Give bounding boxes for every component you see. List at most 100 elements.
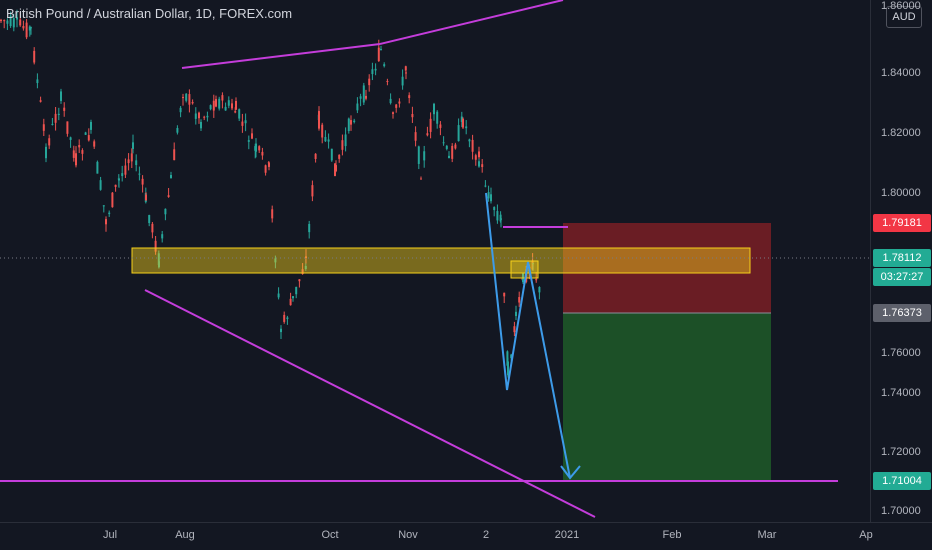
candle-body xyxy=(301,269,304,275)
candle-body xyxy=(238,109,241,119)
candle-body xyxy=(0,19,2,22)
candle-body xyxy=(255,143,257,152)
candle-body xyxy=(30,27,32,29)
chart-canvas[interactable] xyxy=(0,0,870,522)
candle-body xyxy=(436,111,439,124)
candle-body xyxy=(179,107,182,113)
candle-body xyxy=(93,141,96,147)
projection-path[interactable] xyxy=(485,192,571,479)
candle-body xyxy=(6,20,9,24)
candle-body xyxy=(191,101,194,104)
candle-body xyxy=(344,134,347,147)
bar-countdown-tag: 03:27:27 xyxy=(873,268,931,286)
candle-body xyxy=(22,26,25,29)
lower-trendline[interactable] xyxy=(144,289,596,518)
candle-body xyxy=(404,66,407,71)
candle-body xyxy=(28,26,31,31)
symbol-title[interactable]: British Pound / Australian Dollar, 1D, F… xyxy=(6,6,293,21)
candle-body xyxy=(185,93,188,101)
candle-body xyxy=(157,253,160,266)
candle-body xyxy=(503,292,506,297)
candle-body xyxy=(362,85,365,103)
candle-body xyxy=(251,133,253,139)
candle-body xyxy=(121,173,124,177)
time-axis[interactable]: Jul Aug Oct Nov 2 2021 Feb Mar Ap xyxy=(0,522,932,550)
candle-body xyxy=(338,154,341,159)
candle-body xyxy=(298,279,301,282)
candle-body xyxy=(493,207,496,211)
candle-body xyxy=(439,124,442,128)
candle-body xyxy=(19,19,22,26)
upper-trendline-1[interactable] xyxy=(181,43,381,69)
candle-body xyxy=(99,180,102,190)
candle-body xyxy=(108,212,111,215)
candle-body xyxy=(135,160,138,166)
candle-body xyxy=(81,150,84,154)
currency-badge[interactable]: AUD xyxy=(886,6,922,28)
candle-body xyxy=(314,153,317,159)
projection-arrowhead xyxy=(560,465,581,480)
candle-body xyxy=(353,120,356,123)
price-tick: 1.82000 xyxy=(881,127,921,139)
stop-loss-area[interactable] xyxy=(563,223,771,313)
price-tick: 1.72000 xyxy=(881,446,921,458)
candle-body xyxy=(138,173,141,175)
candle-body xyxy=(515,311,517,317)
candle-body xyxy=(215,99,217,107)
price-axis[interactable]: 1.86000 1.84000 1.82000 1.80000 1.76000 … xyxy=(870,0,932,522)
candle-body xyxy=(173,149,176,161)
candle-body xyxy=(292,296,294,299)
candle-body xyxy=(347,118,350,132)
candle-body xyxy=(277,293,280,298)
candle-body xyxy=(69,137,72,140)
candle-body xyxy=(111,192,114,208)
candle-body xyxy=(268,163,270,167)
candle-body xyxy=(448,155,450,159)
candle-body xyxy=(54,113,57,123)
price-chart-svg[interactable] xyxy=(0,0,870,522)
candle-body xyxy=(206,115,209,118)
price-tick: 1.70000 xyxy=(881,505,921,517)
candle-body xyxy=(359,96,362,99)
time-tick: Mar xyxy=(757,529,777,541)
take-profit-area[interactable] xyxy=(563,313,771,481)
candle-body xyxy=(398,101,401,104)
time-tick: Feb xyxy=(662,529,682,541)
candle-body xyxy=(258,146,261,151)
candle-body xyxy=(90,121,92,130)
candle-body xyxy=(224,106,227,111)
stop-price-tag: 1.79181 xyxy=(873,214,931,232)
candle-body xyxy=(321,124,324,138)
time-tick: Ap xyxy=(859,529,873,541)
candle-body xyxy=(538,287,541,293)
candle-body xyxy=(48,138,51,146)
candle-body xyxy=(42,124,45,131)
candle-body xyxy=(460,116,463,122)
time-tick: Aug xyxy=(175,529,195,541)
small-zone-box[interactable] xyxy=(510,260,539,279)
last-price-tag: 1.78112 xyxy=(873,249,931,267)
candle-body xyxy=(478,151,480,158)
candle-body xyxy=(510,354,513,359)
candle-body xyxy=(371,69,374,75)
candle-body xyxy=(289,298,292,306)
candle-body xyxy=(532,263,534,265)
candle-body xyxy=(118,178,120,181)
candle-body xyxy=(518,297,521,303)
candle-body xyxy=(465,126,468,129)
candle-body xyxy=(304,265,307,270)
price-tick: 1.80000 xyxy=(881,187,921,199)
candle-body xyxy=(244,120,247,124)
candle-body xyxy=(280,328,282,333)
upper-trendline-2[interactable] xyxy=(379,0,564,45)
candle-body xyxy=(380,48,382,50)
candle-body xyxy=(481,164,484,168)
candle-body xyxy=(283,314,286,322)
candle-body xyxy=(145,194,147,201)
candle-body xyxy=(408,95,411,99)
candle-body xyxy=(176,128,179,133)
candle-body xyxy=(411,114,414,118)
candle-body xyxy=(264,165,267,173)
candle-body xyxy=(414,132,417,141)
support-resistance-zone[interactable] xyxy=(131,247,751,274)
